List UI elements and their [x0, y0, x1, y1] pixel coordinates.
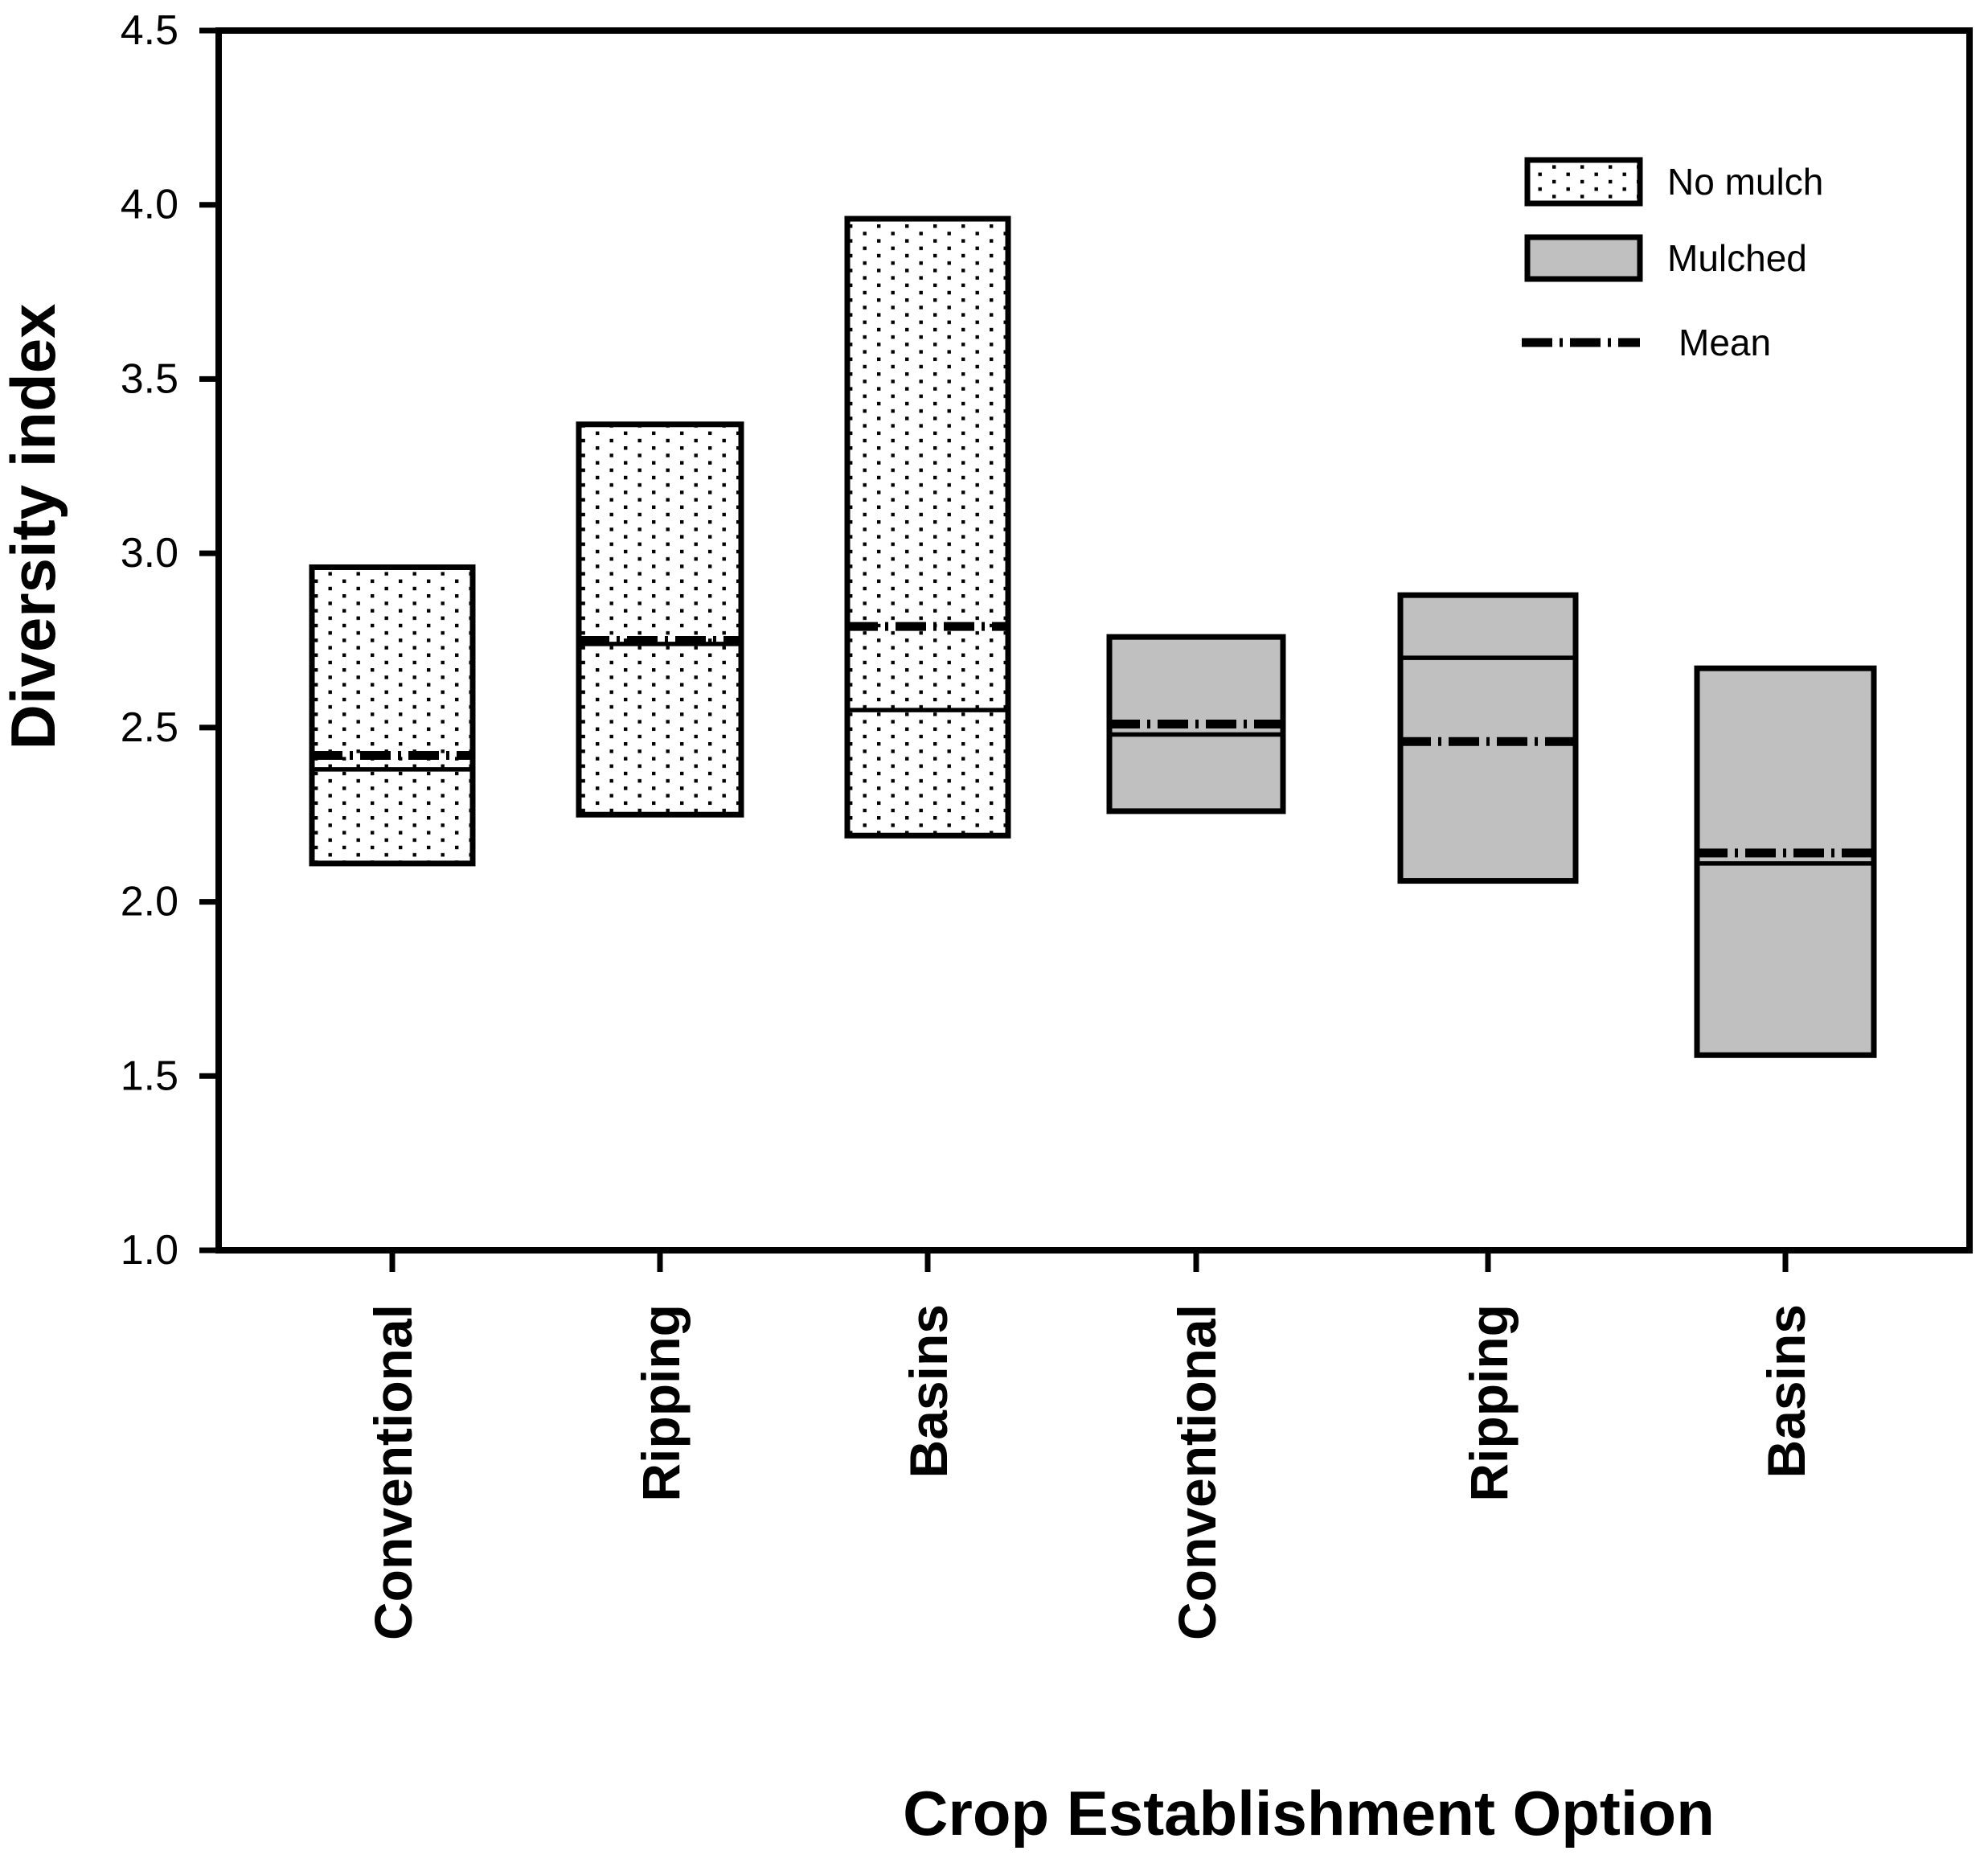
y-tick-label: 1.0: [121, 1227, 178, 1274]
x-category-label: Basins: [899, 1304, 958, 1478]
box-series-layer: [309, 215, 1877, 1058]
legend-mulched-label: Mulched: [1667, 237, 1807, 279]
x-category-label: Ripping: [631, 1304, 691, 1502]
y-tick-label: 2.0: [121, 879, 178, 925]
legend-mulched-swatch-icon: [1524, 234, 1643, 282]
legend-mean-label: Mean: [1679, 322, 1771, 363]
legend-no-mulch-label: No mulch: [1667, 161, 1823, 203]
y-axis-ticks: 4.5 4.0 3.5 3.0 2.5 2.0 1.5 1.0: [121, 7, 219, 1274]
box-no-mulch-basins: [844, 215, 1011, 839]
x-category-label: Conventional: [1167, 1304, 1227, 1640]
y-tick-label: 3.5: [121, 355, 178, 402]
x-axis-ticks: Conventional Ripping Basins Conventional Rip…: [363, 1250, 1816, 1640]
x-category-label: Basins: [1756, 1304, 1816, 1478]
plot-frame: [215, 27, 1973, 1254]
legend-no-mulch-swatch-icon: [1524, 157, 1643, 207]
y-tick-label: 4.5: [121, 7, 178, 54]
y-tick-label: 3.0: [121, 530, 178, 577]
x-axis-title: Crop Establishment Option: [903, 1778, 1715, 1849]
legend: No mulch Mulched Mean: [1522, 157, 1823, 363]
box-no-mulch-conventional: [309, 564, 476, 867]
y-axis-title: Diversity index: [0, 304, 68, 750]
x-category-label: Ripping: [1459, 1304, 1519, 1502]
x-category-label: Conventional: [363, 1304, 423, 1640]
y-tick-label: 1.5: [121, 1052, 178, 1099]
y-tick-label: 2.5: [121, 704, 178, 751]
y-tick-label: 4.0: [121, 182, 178, 228]
box-no-mulch-ripping: [576, 421, 744, 818]
